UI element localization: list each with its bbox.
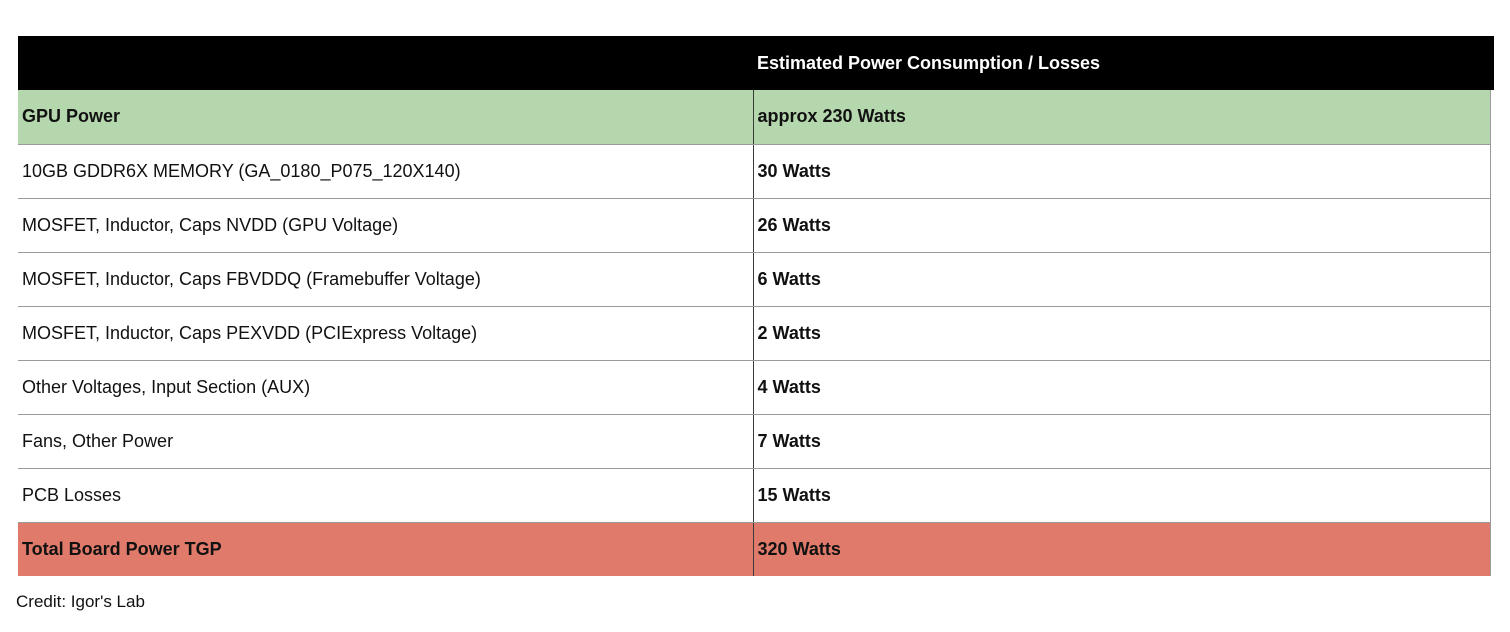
row-label: Fans, Other Power: [18, 414, 754, 469]
table-row-other-voltages: Other Voltages, Input Section (AUX) 4 Wa…: [18, 360, 1491, 415]
row-label: MOSFET, Inductor, Caps FBVDDQ (Framebuff…: [18, 252, 754, 307]
table-row-gpu-power: GPU Power approx 230 Watts: [18, 90, 1491, 145]
row-value: approx 230 Watts: [753, 90, 1491, 145]
row-label: 10GB GDDR6X MEMORY (GA_0180_P075_120X140…: [18, 144, 754, 199]
power-table-container: Estimated Power Consumption / Losses GPU…: [18, 36, 1492, 576]
table-header: Estimated Power Consumption / Losses: [18, 36, 1492, 90]
table-row-fans: Fans, Other Power 7 Watts: [18, 414, 1491, 469]
table-row-total-board-power: Total Board Power TGP 320 Watts: [18, 522, 1491, 576]
table-row-fbvddq: MOSFET, Inductor, Caps FBVDDQ (Framebuff…: [18, 252, 1491, 307]
credit-text: Credit: Igor's Lab: [16, 592, 145, 611]
row-value: 7 Watts: [753, 414, 1491, 469]
row-value: 2 Watts: [753, 306, 1491, 361]
row-value: 26 Watts: [753, 198, 1491, 253]
row-value: 320 Watts: [753, 522, 1491, 576]
table-body: GPU Power approx 230 Watts 10GB GDDR6X M…: [18, 90, 1491, 576]
row-label: Other Voltages, Input Section (AUX): [18, 360, 754, 415]
table-row-pcb-losses: PCB Losses 15 Watts: [18, 468, 1491, 523]
row-label: Total Board Power TGP: [18, 522, 754, 576]
row-value: 6 Watts: [753, 252, 1491, 307]
table-row-nvdd: MOSFET, Inductor, Caps NVDD (GPU Voltage…: [18, 198, 1491, 253]
row-value: 15 Watts: [753, 468, 1491, 523]
row-label: MOSFET, Inductor, Caps NVDD (GPU Voltage…: [18, 198, 754, 253]
row-value: 30 Watts: [753, 144, 1491, 199]
header-edge-bar: [1490, 36, 1494, 90]
table-row-pexvdd: MOSFET, Inductor, Caps PEXVDD (PCIExpres…: [18, 306, 1491, 361]
header-value-cell: Estimated Power Consumption / Losses: [753, 36, 1492, 90]
row-label: PCB Losses: [18, 468, 754, 523]
row-label: GPU Power: [18, 90, 754, 145]
row-label: MOSFET, Inductor, Caps PEXVDD (PCIExpres…: [18, 306, 754, 361]
header-label-cell: [18, 36, 753, 90]
table-row-memory: 10GB GDDR6X MEMORY (GA_0180_P075_120X140…: [18, 144, 1491, 199]
row-value: 4 Watts: [753, 360, 1491, 415]
header-row: Estimated Power Consumption / Losses: [18, 36, 1492, 90]
power-consumption-table: Estimated Power Consumption / Losses GPU…: [18, 36, 1492, 576]
